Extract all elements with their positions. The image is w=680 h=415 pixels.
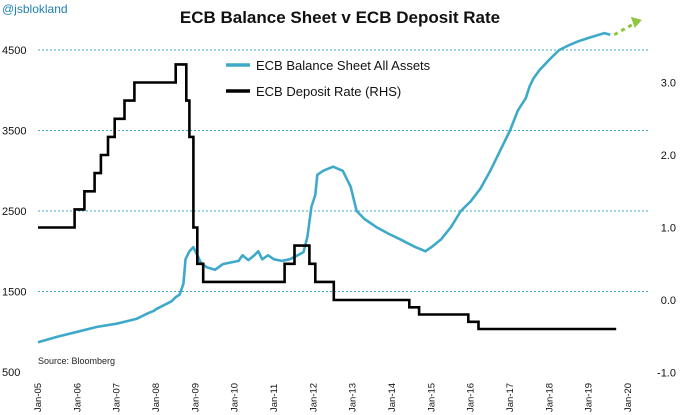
right-tick-label: 2.0 [661,150,676,162]
chart-title: ECB Balance Sheet v ECB Deposit Rate [180,8,500,27]
x-tick-label: Jan-11 [269,384,280,412]
left-tick-label: 500 [2,367,20,379]
legend-label-deposit-rate: ECB Deposit Rate (RHS) [256,84,401,99]
author-handle: @jsblokland [2,2,68,16]
right-tick-label: 1.0 [661,223,676,235]
right-tick-label: 3.0 [661,78,676,90]
x-tick-label: Jan-19 [584,383,595,412]
x-tick-label: Jan-15 [426,383,437,412]
source-note: Source: Bloomberg [38,356,115,366]
series-group [37,16,642,344]
series-line-balance-sheet [37,31,611,344]
x-tick-label: Jan-20 [623,383,634,412]
x-tick-label: Jan-10 [230,383,241,412]
right-tick-label: -1.0 [657,368,676,380]
x-tick-label: Jan-08 [151,383,162,412]
x-tick-label: Jan-06 [72,383,83,412]
left-tick-label: 1500 [2,287,26,299]
left-tick-label: 4500 [2,45,26,57]
legend: ECB Balance Sheet All Assets ECB Deposit… [226,58,431,99]
x-tick-label: Jan-13 [348,383,359,412]
x-tick-label: Jan-09 [190,383,201,412]
projection-arrow-icon [630,16,642,28]
x-tick-label: Jan-16 [466,383,477,412]
right-axis: -1.0 0.0 1.0 2.0 3.0 [657,78,676,380]
left-tick-label: 3500 [2,126,26,138]
x-axis: Jan-05 Jan-06 Jan-07 Jan-08 Jan-09 Jan-10 Jan-… [33,383,634,412]
x-tick-label: Jan-12 [308,383,319,412]
left-tick-label: 2500 [2,206,26,218]
series-line-deposit-rate [38,63,617,331]
x-tick-label: Jan-07 [112,383,123,412]
x-tick-label: Jan-18 [544,383,555,412]
x-tick-label: Jan-05 [33,383,44,412]
x-tick-label: Jan-14 [387,383,398,412]
projection-dashed-line [613,22,635,37]
x-tick-label: Jan-17 [505,383,516,412]
right-tick-label: 0.0 [661,295,676,307]
left-axis: 500 1500 2500 3500 4500 [2,45,26,379]
legend-label-balance-sheet: ECB Balance Sheet All Assets [256,58,431,73]
gridlines [38,49,648,292]
